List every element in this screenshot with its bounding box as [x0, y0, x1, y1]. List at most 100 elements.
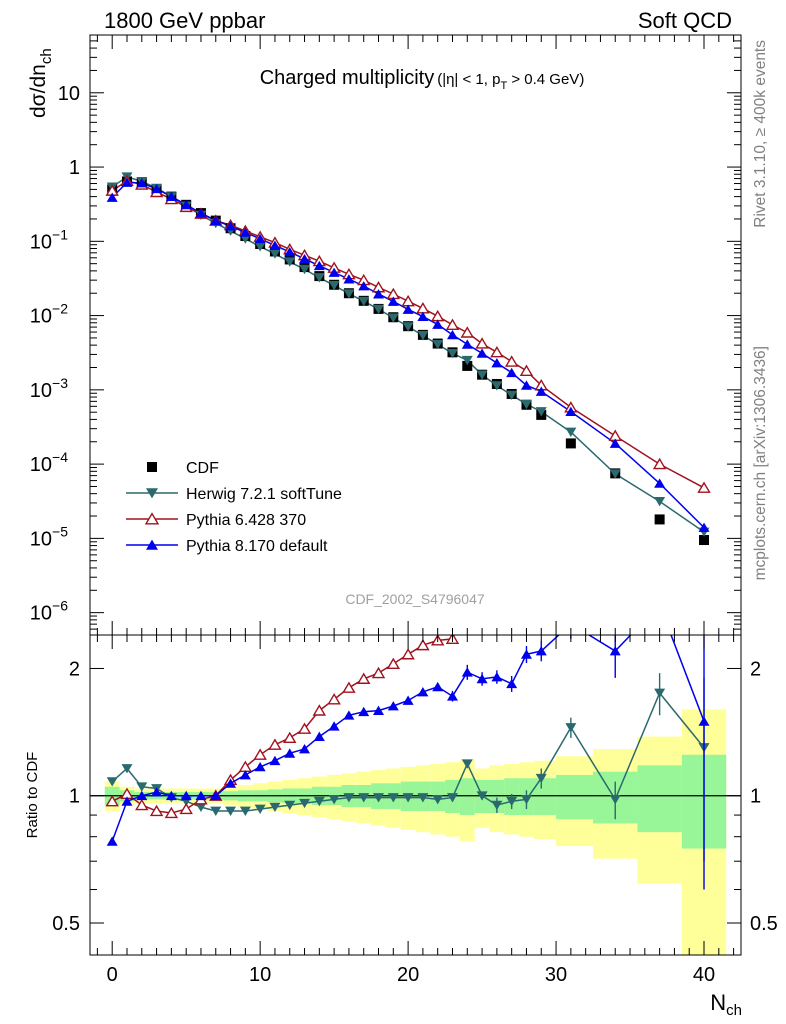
herwig-7-2-1-softtune-ratio-point	[654, 688, 666, 698]
pythia-8-170-default-point	[506, 367, 518, 378]
pythia-8-170-default-point	[165, 191, 177, 202]
main-y-tick-label-exp: −2	[52, 301, 68, 317]
pythia-8-170-default-ratio-point	[417, 686, 429, 697]
pythia-8-170-default-point	[387, 296, 399, 306]
pythia-8-170-default-ratio-point	[121, 796, 133, 806]
pythia-8-170-default-ratio-point	[284, 748, 296, 758]
pythia-8-170-default-point	[328, 267, 340, 277]
pythia-8-170-default-ratio-point	[402, 695, 414, 705]
plot-title-cut-sub: T	[500, 80, 507, 92]
pythia-6-428-370-ratio-point	[149, 804, 164, 817]
main-y-tick-label: 10−1	[30, 226, 68, 253]
pythia-8-170-default-ratio-point	[609, 646, 621, 656]
pythia-8-170-default-point	[269, 240, 281, 250]
main-y-tick-label-base: 10	[30, 306, 52, 328]
pythia-8-170-default-ratio-point	[328, 721, 340, 731]
herwig-7-2-1-softtune-ratio-point	[239, 806, 251, 816]
pythia-8-170-default-ratio-point	[387, 701, 399, 711]
pythia-6-428-370-ratio-point	[565, 600, 576, 609]
herwig-7-2-1-softtune-point	[417, 331, 429, 341]
pythia-8-170-default-point	[180, 199, 192, 210]
herwig-7-2-1-softtune-point	[313, 273, 325, 283]
pythia-6-428-370-point	[401, 294, 415, 307]
ratio-y-axis-label: Ratio to CDF	[24, 752, 41, 839]
pythia-8-170-default-ratio-point	[225, 778, 237, 788]
pythia-6-428-370-point	[475, 337, 489, 349]
rivet-label: Rivet 3.1.10, ≥ 400k events	[752, 40, 769, 228]
herwig-7-2-1-softtune-ratio-point	[254, 804, 266, 815]
pythia-8-170-default-ratio-point	[358, 706, 370, 717]
main-y-tick-label-base: 10	[30, 380, 52, 402]
pythia-8-170-default-point	[654, 478, 666, 488]
pythia-8-170-default-ratio-point	[239, 769, 251, 780]
herwig-7-2-1-softtune-point	[402, 322, 414, 332]
herwig-7-2-1-softtune-ratio-point	[358, 793, 370, 803]
herwig-7-2-1-softtune-ratio-point	[387, 793, 399, 803]
x-axis-label: Nch	[710, 990, 742, 1019]
pythia-6-428-370-ratio-point	[105, 794, 119, 807]
herwig-7-2-1-softtune-ratio-point	[432, 795, 444, 805]
pythia-6-428-370-point	[652, 457, 667, 470]
herwig-7-2-1-softtune-point	[299, 264, 311, 275]
main-y-tick-label: 1	[69, 157, 80, 179]
pythia-8-170-default-ratio-point	[565, 619, 576, 628]
herwig-7-2-1-softtune-legend-marker	[146, 488, 158, 499]
herwig-7-2-1-softtune-point	[284, 257, 296, 267]
pythia-6-428-370-ratio-point	[521, 600, 532, 609]
mcplots-label: mcplots.cern.ch [arXiv:1306.3436]	[752, 346, 769, 580]
herwig-7-2-1-softtune-point	[373, 304, 385, 315]
herwig-7-2-1-softtune-ratio-point	[565, 723, 577, 733]
herwig-7-2-1-softtune-ratio-point	[313, 796, 325, 807]
pythia-8-170-default-ratio-point	[520, 649, 532, 659]
pythia-8-170-default-ratio-point	[180, 790, 192, 801]
herwig-7-2-1-softtune-ratio-point	[121, 764, 133, 774]
herwig-7-2-1-softtune-ratio-point	[195, 802, 207, 813]
pythia-8-170-default-point	[210, 215, 222, 226]
pythia-8-170-default-point	[476, 348, 488, 358]
pythia-8-170-default-ratio-point	[343, 710, 355, 720]
herwig-7-2-1-softtune-point	[254, 242, 266, 252]
herwig-7-2-1-softtune-point	[328, 280, 340, 291]
y-axis-label-main: dσ/dn	[27, 64, 50, 118]
ratio-data-layer	[90, 600, 741, 955]
herwig-7-2-1-softtune-ratio-point	[136, 782, 148, 792]
main-y-tick-label-exp: −3	[52, 375, 68, 391]
herwig-7-2-1-softtune-point	[432, 339, 444, 350]
pythia-8-170-default-point	[565, 406, 577, 416]
header-right: Soft QCD	[638, 8, 732, 33]
pythia-6-428-370-point	[504, 355, 519, 367]
main-y-tick-label-base: 10	[58, 83, 80, 105]
pythia-8-170-default-point	[195, 208, 207, 218]
pythia-8-170-default-point	[402, 304, 414, 314]
ratio-y-tick-label: 1	[69, 786, 80, 808]
inner-uncertainty-band	[637, 765, 682, 833]
main-y-tick-label: 10−4	[30, 449, 68, 476]
herwig-7-2-1-softtune-ratio-point	[476, 791, 488, 801]
herwig-7-2-1-softtune-ratio-point	[535, 773, 547, 784]
pythia-8-170-default-point	[343, 274, 355, 284]
pythia-6-428-370-point	[697, 481, 711, 493]
ratio-y-tick-label-right: 0.5	[750, 913, 778, 935]
x-axis-label-sub: ch	[726, 1002, 742, 1019]
main-y-tick-label-exp: −4	[52, 449, 68, 465]
pythia-6-428-370-ratio-point	[327, 693, 341, 705]
pythia-8-170-default-point	[432, 319, 444, 329]
main-series-layer	[105, 172, 711, 546]
pythia-8-170-default-point	[225, 221, 237, 231]
pythia-6-428-370-ratio-point	[416, 638, 430, 651]
herwig-7-2-1-softtune-point	[476, 370, 488, 380]
main-y-tick-label-base: 10	[30, 231, 52, 253]
herwig-7-2-1-softtune-ratio-point	[506, 796, 518, 807]
herwig-7-2-1-softtune-ratio-point	[446, 793, 458, 803]
pythia-6-428-370-point	[490, 346, 504, 358]
pythia-6-428-370-point	[519, 364, 534, 376]
pythia-6-428-370-ratio-point	[268, 738, 282, 750]
pythia-8-170-default-ratio-point	[151, 787, 163, 797]
pythia-6-428-370-point	[430, 309, 445, 322]
inner-uncertainty-band	[459, 778, 475, 816]
main-y-tick-label-base: 1	[69, 157, 80, 179]
main-y-tick-label-exp: −6	[52, 598, 68, 614]
pythia-8-170-default-point	[254, 233, 266, 244]
pythia-8-170-default-ratio-point	[136, 790, 148, 801]
